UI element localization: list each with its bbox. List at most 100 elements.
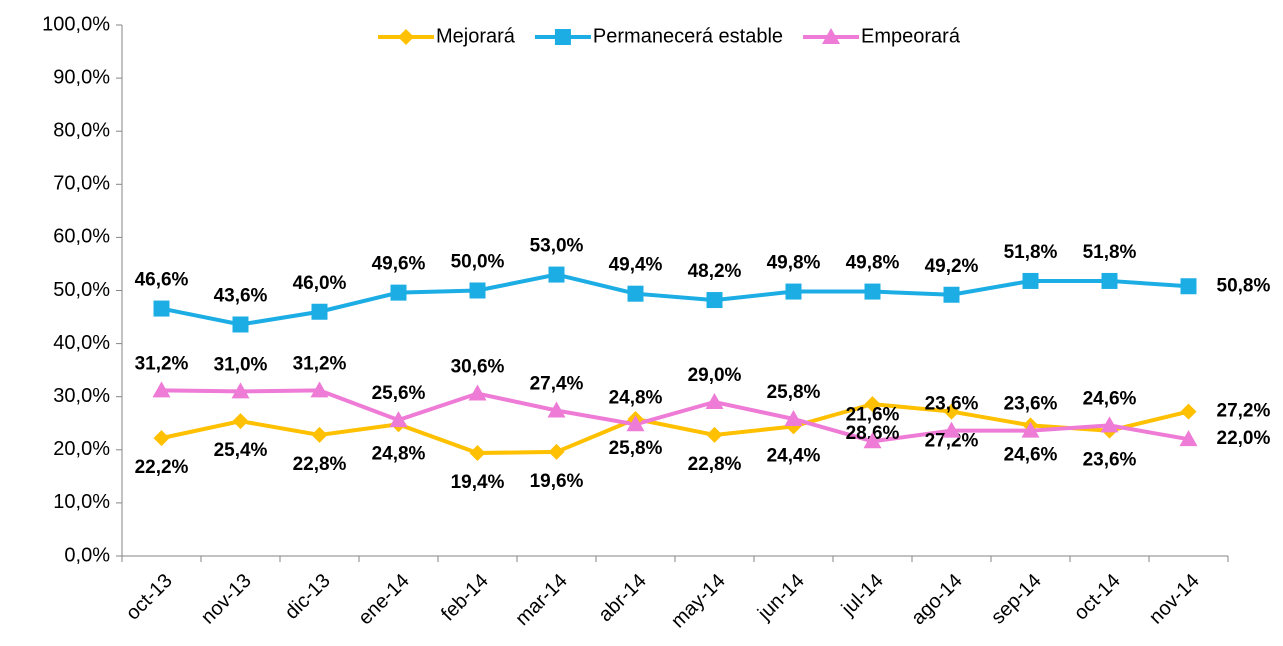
marker	[626, 415, 645, 432]
marker	[706, 426, 723, 443]
data-label: 24,8%	[609, 387, 663, 408]
x-tick-label: oct-13	[122, 570, 177, 625]
data-label: 22,2%	[135, 457, 189, 478]
marker	[1100, 416, 1119, 433]
marker	[1021, 421, 1040, 438]
marker	[705, 393, 724, 410]
marker	[554, 29, 571, 45]
legend-label: Mejorará	[436, 25, 516, 47]
y-tick-label: 40,0%	[53, 332, 110, 354]
marker	[468, 384, 487, 401]
data-label: 23,6%	[1004, 394, 1058, 415]
marker	[864, 396, 881, 413]
data-label: 23,6%	[1083, 450, 1137, 471]
legend-label: Permanecerá estable	[593, 25, 783, 47]
data-label: 48,2%	[688, 261, 742, 282]
data-label: 24,6%	[1004, 444, 1058, 465]
x-tick-label: jul-14	[837, 570, 888, 621]
series-line	[161, 402, 1189, 455]
data-label: 31,2%	[135, 353, 189, 374]
marker	[389, 411, 408, 428]
marker	[398, 29, 414, 45]
x-tick-label: ago-14	[907, 570, 967, 630]
marker	[1180, 403, 1197, 420]
data-label: 19,4%	[451, 472, 505, 493]
marker	[785, 283, 802, 300]
marker	[706, 292, 723, 309]
marker	[1180, 278, 1197, 295]
data-label: 49,8%	[767, 253, 821, 274]
y-tick-label: 80,0%	[53, 119, 110, 141]
marker	[311, 426, 328, 443]
y-tick-label: 60,0%	[53, 226, 110, 248]
x-tick-label: sep-14	[987, 570, 1046, 629]
x-tick-label: oct-14	[1070, 570, 1125, 625]
marker	[469, 444, 486, 461]
data-label: 49,6%	[372, 254, 426, 275]
data-label: 46,6%	[135, 270, 189, 291]
series-line	[161, 388, 1189, 444]
marker	[153, 300, 170, 317]
marker	[548, 443, 565, 460]
data-label: 21,6%	[846, 404, 900, 425]
data-label: 27,2%	[925, 431, 979, 452]
data-label: 49,2%	[925, 256, 979, 277]
data-label: 53,0%	[530, 236, 584, 257]
marker	[784, 410, 803, 427]
data-label: 49,8%	[846, 253, 900, 274]
y-tick-label: 30,0%	[53, 385, 110, 407]
data-label: 50,8%	[1217, 275, 1271, 296]
data-label: 23,6%	[925, 394, 979, 415]
marker	[232, 413, 249, 430]
x-tick-label: nov-13	[197, 570, 256, 629]
x-tick-label: mar-14	[511, 570, 571, 630]
data-label: 19,6%	[530, 471, 584, 492]
data-label: 51,8%	[1004, 242, 1058, 263]
data-label: 24,4%	[767, 445, 821, 466]
data-label: 31,2%	[293, 353, 347, 374]
legend-label: Empeorará	[861, 25, 961, 47]
x-tick-label: may-14	[667, 570, 730, 633]
marker	[469, 282, 486, 299]
marker	[390, 284, 407, 301]
data-label: 24,8%	[372, 443, 426, 464]
marker	[548, 266, 565, 283]
marker	[1101, 272, 1118, 289]
x-tick-label: abr-14	[594, 570, 650, 626]
marker	[822, 28, 841, 44]
marker	[1022, 272, 1039, 289]
x-tick-label: feb-14	[437, 570, 493, 626]
data-label: 50,0%	[451, 252, 505, 273]
data-label: 22,8%	[293, 454, 347, 475]
marker	[627, 285, 644, 302]
data-label: 46,0%	[293, 273, 347, 294]
data-label: 29,0%	[688, 365, 742, 386]
marker	[311, 303, 328, 320]
legend-item: Mejorará	[378, 25, 516, 47]
x-tick-label: ene-14	[354, 570, 414, 630]
data-label: 31,0%	[214, 354, 268, 375]
y-tick-label: 90,0%	[53, 66, 110, 88]
marker	[232, 316, 249, 333]
data-label: 51,8%	[1083, 242, 1137, 263]
data-label: 25,8%	[609, 438, 663, 459]
marker	[153, 430, 170, 447]
x-tick-label: jun-14	[753, 570, 809, 626]
marker	[942, 421, 961, 438]
legend-item: Permanecerá estable	[534, 25, 783, 47]
y-tick-label: 20,0%	[53, 438, 110, 460]
marker	[547, 401, 566, 418]
marker	[943, 403, 960, 420]
y-tick-label: 50,0%	[53, 279, 110, 301]
marker	[864, 283, 881, 300]
marker	[310, 381, 329, 398]
series-line	[161, 272, 1189, 327]
marker	[1179, 430, 1198, 447]
x-tick-label: dic-13	[281, 570, 335, 624]
legend-item: Empeorará	[803, 25, 961, 47]
marker	[152, 381, 171, 398]
marker	[863, 432, 882, 449]
marker	[943, 286, 960, 303]
y-tick-label: 100,0%	[42, 13, 110, 35]
